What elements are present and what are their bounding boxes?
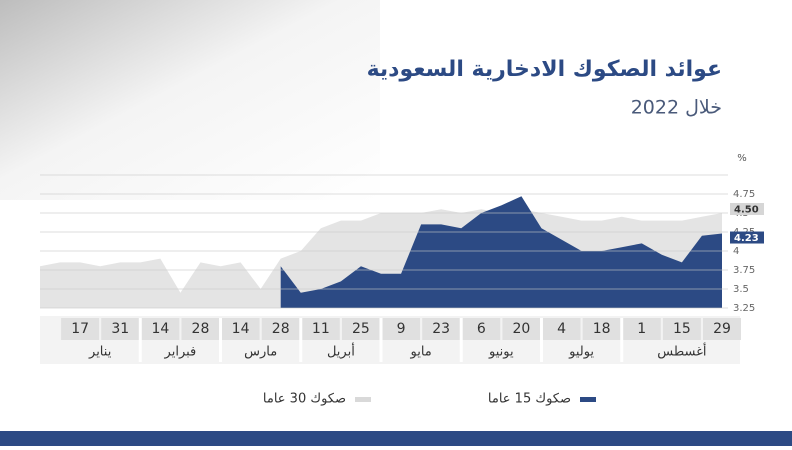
end-value-label: 4.23: [734, 233, 759, 244]
x-tick-box: [141, 318, 180, 340]
x-tick-box: [221, 318, 260, 340]
footer-band: [0, 431, 792, 446]
x-group-label: أغسطس: [657, 343, 706, 360]
end-label-box: [730, 231, 764, 244]
x-group-label: مايو: [409, 345, 431, 360]
x-tick-label: 11: [312, 321, 330, 337]
x-group-label: فبراير: [164, 345, 197, 360]
x-tick-label: 31: [111, 321, 129, 337]
x-tick-box: [301, 318, 340, 340]
x-tick-label: 15: [673, 321, 691, 337]
legend-swatch: [580, 397, 596, 402]
x-tick-box: [101, 318, 140, 340]
x-tick-label: 20: [512, 321, 530, 337]
legend-label: صكوك 15 عاما: [488, 392, 571, 407]
x-tick-box: [462, 318, 501, 340]
x-tick-box: [703, 318, 741, 340]
x-tick-box: [422, 318, 461, 340]
y-tick-label: 3.5: [733, 284, 749, 295]
x-tick-label: 25: [352, 321, 370, 337]
end-value-label: 4.50: [734, 205, 759, 216]
x-tick-label: 6: [477, 321, 486, 337]
x-tick-box: [622, 318, 661, 340]
y-axis-label: %: [737, 153, 747, 164]
background-photo: [0, 0, 380, 200]
x-group-label: أبريل: [327, 343, 355, 360]
x-group-label: مارس: [244, 345, 277, 360]
y-tick-label: 4.75: [733, 189, 755, 200]
x-tick-label: 18: [593, 321, 611, 337]
x-tick-box: [542, 318, 581, 340]
x-group-label: يوليو: [568, 345, 594, 360]
x-tick-box: [582, 318, 621, 340]
x-tick-label: 14: [151, 321, 169, 337]
x-group-label: يناير: [88, 345, 112, 360]
x-tick-label: 1: [637, 321, 646, 337]
y-tick-label: 4: [733, 246, 739, 257]
x-tick-box: [502, 318, 541, 340]
legend-label: صكوك 30 عاما: [263, 392, 346, 407]
x-tick-label: 29: [713, 321, 731, 337]
x-tick-label: 17: [71, 321, 89, 337]
area-series: [280, 196, 722, 308]
x-tick-box: [662, 318, 701, 340]
x-tick-box: [61, 318, 100, 340]
legend-swatch: [355, 397, 371, 402]
x-tick-box: [382, 318, 421, 340]
chart-title: عوائد الصكوك الادخارية السعودية: [367, 57, 722, 82]
x-tick-label: 14: [232, 321, 250, 337]
x-tick-label: 23: [432, 321, 450, 337]
x-group-label: يونيو: [488, 345, 514, 360]
x-tick-box: [261, 318, 300, 340]
x-tick-box: [341, 318, 380, 340]
y-tick-label: 3.75: [733, 265, 755, 276]
x-tick-label: 4: [557, 321, 566, 337]
x-tick-label: 28: [272, 321, 290, 337]
y-tick-label: 3.25: [733, 303, 755, 314]
x-tick-label: 28: [192, 321, 210, 337]
x-tick-label: 9: [397, 321, 406, 337]
x-tick-box: [181, 318, 220, 340]
end-label-box: [730, 203, 764, 215]
chart-subtitle: خلال 2022: [631, 97, 722, 119]
